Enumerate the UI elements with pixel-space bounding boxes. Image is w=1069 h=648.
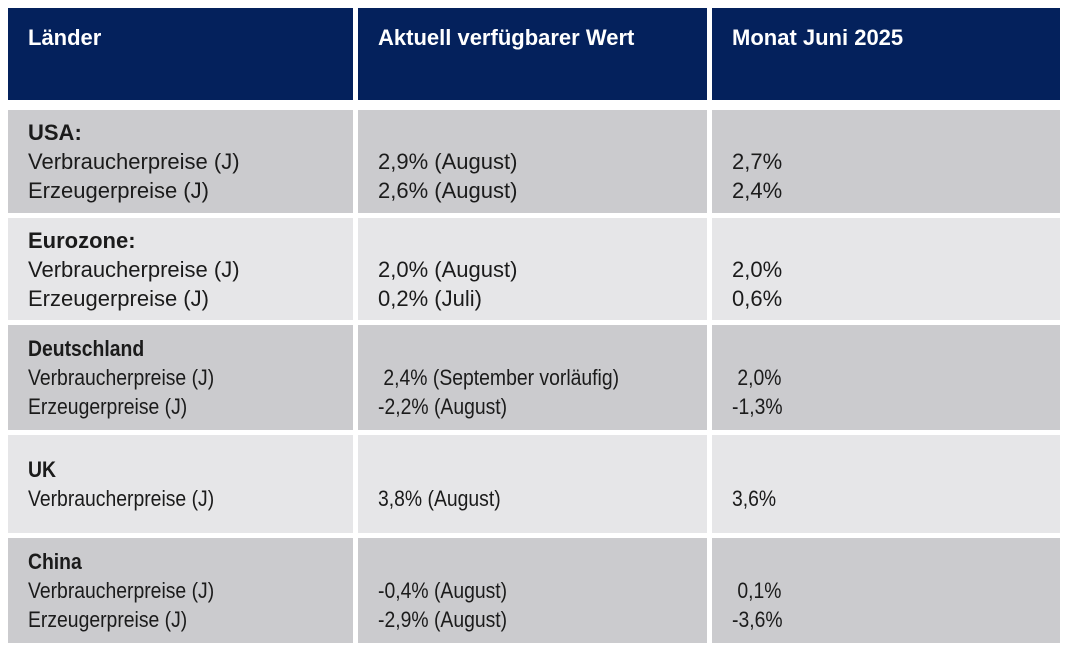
metric-value: 2,0%: [732, 256, 783, 282]
china-country-cell: China Verbraucherpreise (J) Erzeugerprei…: [8, 538, 353, 643]
metric-label: Verbraucherpreise (J): [28, 486, 215, 511]
metric-label: Verbraucherpreise (J): [28, 365, 215, 390]
metric-label: Verbraucherpreise (J): [28, 149, 240, 174]
spacer-line: [378, 118, 707, 147]
header-cell-aktueller-wert: Aktuell verfügbarer Wert: [358, 8, 707, 100]
spacer-line: [732, 334, 1021, 363]
metric-value: 0,6%: [732, 285, 783, 311]
metric-value: 0,2% (Juli): [378, 285, 482, 311]
metric-value: -2,9% (August): [378, 607, 508, 632]
spacer-line: [378, 455, 668, 484]
eurozone-current-cell: 2,0% (August) 0,2% (Juli): [358, 218, 707, 320]
metric-label: Verbraucherpreise (J): [28, 256, 240, 282]
metric-value: 2,4% (September vorläufig): [378, 365, 620, 390]
usa-country-cell: USA: Verbraucherpreise (J) Erzeugerpreis…: [8, 110, 353, 213]
table-row-usa: USA: Verbraucherpreise (J) Erzeugerpreis…: [8, 110, 1069, 213]
deutschland-june-cell: 2,0% -1,3%: [712, 325, 1060, 430]
uk-current-cell: 3,8% (August): [358, 435, 707, 533]
header-label-monat-juni: Monat Juni 2025: [732, 25, 904, 50]
deutschland-current-cell: 2,4% (September vorläufig) -2,2% (August…: [358, 325, 707, 430]
header-cell-laender: Länder: [8, 8, 353, 100]
uk-country-cell: UK Verbraucherpreise (J): [8, 435, 353, 533]
country-name: USA:: [28, 120, 82, 145]
country-name: China: [28, 549, 82, 574]
header-cell-monat-juni: Monat Juni 2025: [712, 8, 1060, 100]
china-june-cell: 0,1% -3,6%: [712, 538, 1060, 643]
metric-value: -1,3%: [732, 394, 783, 419]
metric-value: 2,4%: [732, 178, 783, 203]
spacer-line: [378, 334, 668, 363]
metric-label: Verbraucherpreise (J): [28, 578, 215, 603]
metric-value: -0,4% (August): [378, 578, 508, 603]
metric-label: Erzeugerpreise (J): [28, 285, 209, 311]
metric-value: 2,0% (August): [378, 256, 518, 282]
metric-label: Erzeugerpreise (J): [28, 394, 188, 419]
metric-value: -2,2% (August): [378, 394, 508, 419]
eurozone-june-cell: 2,0% 0,6%: [712, 218, 1060, 320]
spacer-line: [378, 547, 668, 576]
china-current-cell: -0,4% (August) -2,9% (August): [358, 538, 707, 643]
usa-june-cell: 2,7% 2,4%: [712, 110, 1060, 213]
spacer-line: [732, 226, 1060, 255]
spacer-line: [732, 118, 1060, 147]
metric-value: 3,8% (August): [378, 486, 501, 511]
uk-june-cell: 3,6%: [712, 435, 1060, 533]
header-label-laender: Länder: [28, 25, 102, 50]
metric-value: 2,9% (August): [378, 149, 518, 174]
metric-value: 0,1%: [732, 578, 782, 603]
spacer-line: [732, 547, 1021, 576]
country-name: UK: [28, 457, 56, 482]
table-header-row: Länder Aktuell verfügbarer Wert Monat Ju…: [8, 8, 1069, 100]
metric-label: Erzeugerpreise (J): [28, 607, 188, 632]
eurozone-country-cell: Eurozone: Verbraucherpreise (J) Erzeuger…: [8, 218, 353, 320]
spacer-line: [732, 455, 1021, 484]
metric-value: -3,6%: [732, 607, 783, 632]
metric-value: 2,0%: [732, 365, 782, 390]
metric-value: 2,6% (August): [378, 178, 518, 203]
metric-value: 3,6%: [732, 486, 777, 511]
metric-label: Erzeugerpreise (J): [28, 178, 209, 203]
country-name: Deutschland: [28, 336, 145, 361]
metric-value: 2,7%: [732, 149, 783, 174]
header-label-aktueller-wert: Aktuell verfügbarer Wert: [378, 25, 635, 50]
table-row-uk: UK Verbraucherpreise (J) 3,8% (August) 3…: [8, 435, 1069, 533]
spacer-line: [378, 226, 707, 255]
usa-current-cell: 2,9% (August) 2,6% (August): [358, 110, 707, 213]
table-row-eurozone: Eurozone: Verbraucherpreise (J) Erzeuger…: [8, 218, 1069, 320]
deutschland-country-cell: Deutschland Verbraucherpreise (J) Erzeug…: [8, 325, 353, 430]
country-name: Eurozone:: [28, 227, 136, 253]
table-row-deutschland: Deutschland Verbraucherpreise (J) Erzeug…: [8, 325, 1069, 430]
table-row-china: China Verbraucherpreise (J) Erzeugerprei…: [8, 538, 1069, 643]
